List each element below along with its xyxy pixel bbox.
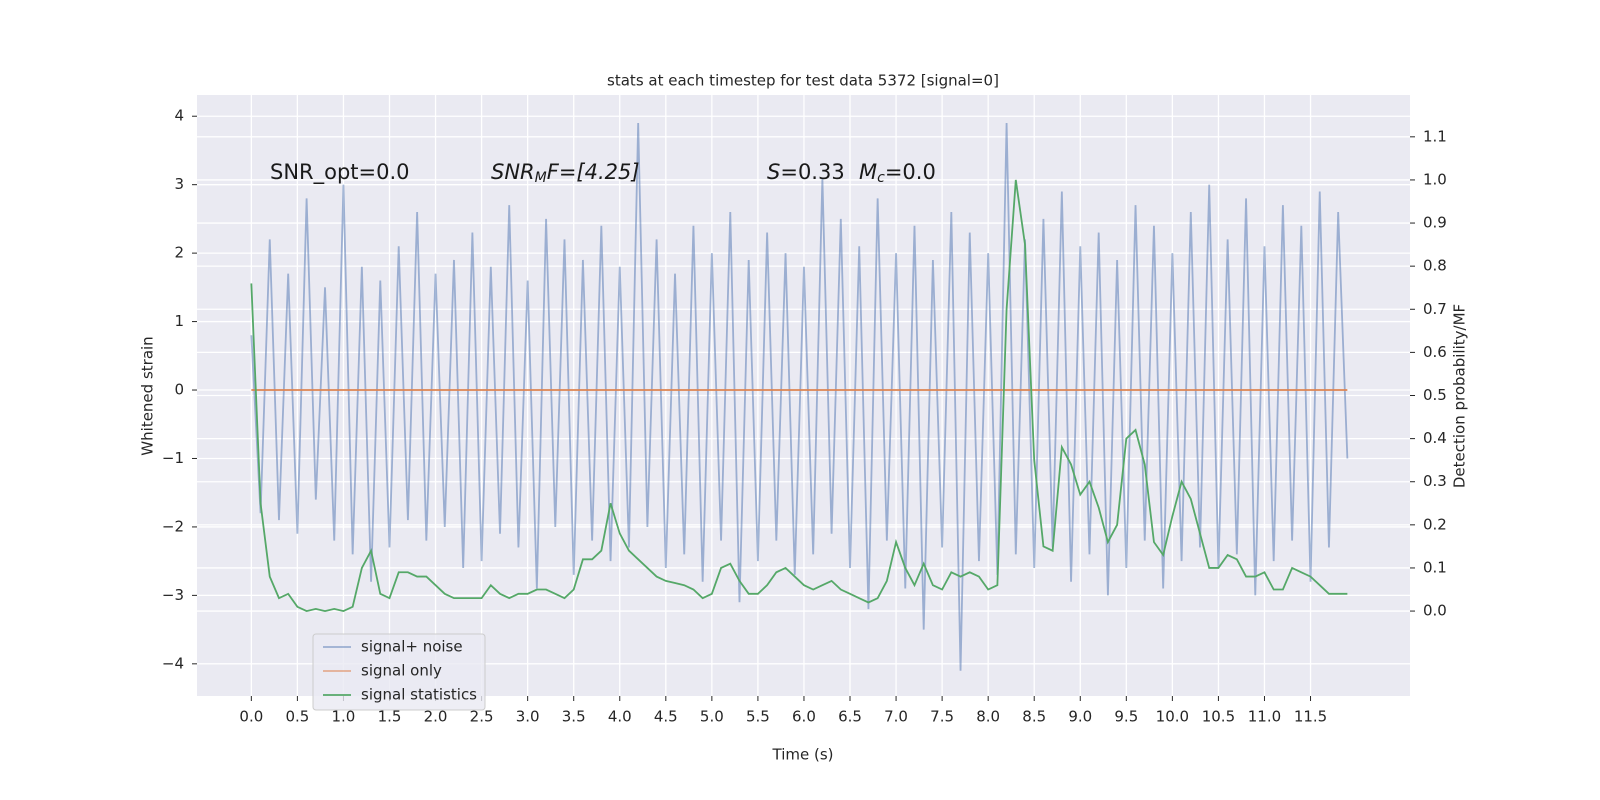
- y2-tick-label: 0.1: [1423, 558, 1447, 576]
- annotation: SNR_opt=0.0: [270, 160, 410, 185]
- y-tick-label: 2: [174, 244, 184, 262]
- x-axis-label: Time (s): [772, 746, 834, 764]
- annotation-text: SNR_opt=0.0: [270, 160, 410, 185]
- x-tick-label: 6.0: [792, 708, 816, 726]
- chart-title: stats at each timestep for test data 537…: [607, 72, 999, 90]
- series-line: [250, 123, 1349, 671]
- y-tick-label: −4: [162, 654, 184, 672]
- annotation-subscript: M: [535, 170, 547, 186]
- x-tick-label: 8.0: [976, 708, 1000, 726]
- annotation-text: F=[4.25]: [547, 160, 640, 184]
- x-tick-label: 4.5: [654, 708, 678, 726]
- x-tick-label: 2.5: [470, 708, 494, 726]
- x-tick-label: 2.0: [424, 708, 448, 726]
- marks: [250, 123, 1349, 671]
- x-tick-label: 0.5: [285, 708, 309, 726]
- y-tick-label: −3: [162, 586, 184, 604]
- x-tick-label: 1.5: [378, 708, 402, 726]
- y2-axis-label: Detection probability/MF: [1451, 304, 1469, 488]
- x-tick-label: 11.0: [1248, 708, 1281, 726]
- x-tick-label: 3.0: [516, 708, 540, 726]
- legend-label: signal only: [361, 662, 442, 680]
- x-tick-label: 5.5: [746, 708, 770, 726]
- y2-tick-label: 1.1: [1423, 127, 1447, 145]
- x-tick-label: 3.5: [562, 708, 586, 726]
- annotation-text: =0.0: [885, 160, 936, 184]
- series-line: [250, 179, 1348, 613]
- x-tick-label: 0.0: [239, 708, 263, 726]
- y2-tick-label: 0.4: [1423, 429, 1447, 447]
- annotation-text: SNR: [491, 160, 535, 184]
- legend-label: signal statistics: [361, 686, 477, 704]
- x-tick-label: 8.5: [1022, 708, 1046, 726]
- y-axis-label: Whitened strain: [139, 336, 157, 455]
- annotation-subscript: c: [877, 170, 885, 186]
- x-tick-label: 10.5: [1202, 708, 1235, 726]
- y2-tick-label: 0.6: [1423, 343, 1447, 361]
- x-tick-label: 5.0: [700, 708, 724, 726]
- x-tick-label: 6.5: [838, 708, 862, 726]
- ticks: 0.0 0.5 1.0 1.5 2.0 2.5 3.0 3.5 4.0 4.5 5.0 5.5 6.0 6…: [162, 107, 1447, 726]
- annotation-text: =0.33: [780, 160, 844, 184]
- x-tick-label: 10.0: [1156, 708, 1189, 726]
- y-tick-label: 1: [174, 312, 184, 330]
- x-tick-label: 11.5: [1294, 708, 1327, 726]
- x-tick-label: 7.5: [930, 708, 954, 726]
- annotation: S=0.33: [767, 160, 845, 184]
- y2-tick-label: 1.0: [1423, 170, 1447, 188]
- y2-tick-label: 0.2: [1423, 515, 1447, 533]
- annotation-text: M: [859, 160, 877, 184]
- legend: signal+ noise signal only signal statistic…: [312, 633, 486, 711]
- y-tick-label: 0: [174, 381, 184, 399]
- x-tick-label: 9.5: [1114, 708, 1138, 726]
- x-tick-label: 7.0: [884, 708, 908, 726]
- y-tick-label: 3: [174, 175, 184, 193]
- y-tick-label: −2: [162, 517, 184, 535]
- y-tick-label: −1: [162, 449, 184, 467]
- annotation-text: S: [767, 160, 780, 184]
- x-tick-label: 4.0: [608, 708, 632, 726]
- y2-tick-label: 0.9: [1423, 214, 1447, 232]
- y2-tick-label: 0.5: [1423, 386, 1447, 404]
- y2-tick-label: 0.8: [1423, 257, 1447, 275]
- legend-label: signal+ noise: [361, 638, 463, 656]
- y2-tick-label: 0.3: [1423, 472, 1447, 490]
- y-tick-label: 4: [174, 107, 184, 125]
- x-tick-label: 1.0: [332, 708, 356, 726]
- y2-tick-label: 0.7: [1423, 300, 1447, 318]
- y2-tick-label: 0.0: [1423, 602, 1447, 620]
- x-tick-label: 9.0: [1068, 708, 1092, 726]
- annotation: SNRMF=[4.25]: [491, 160, 640, 186]
- legend-box: [312, 633, 486, 711]
- annotation: Mc=0.0: [859, 160, 936, 186]
